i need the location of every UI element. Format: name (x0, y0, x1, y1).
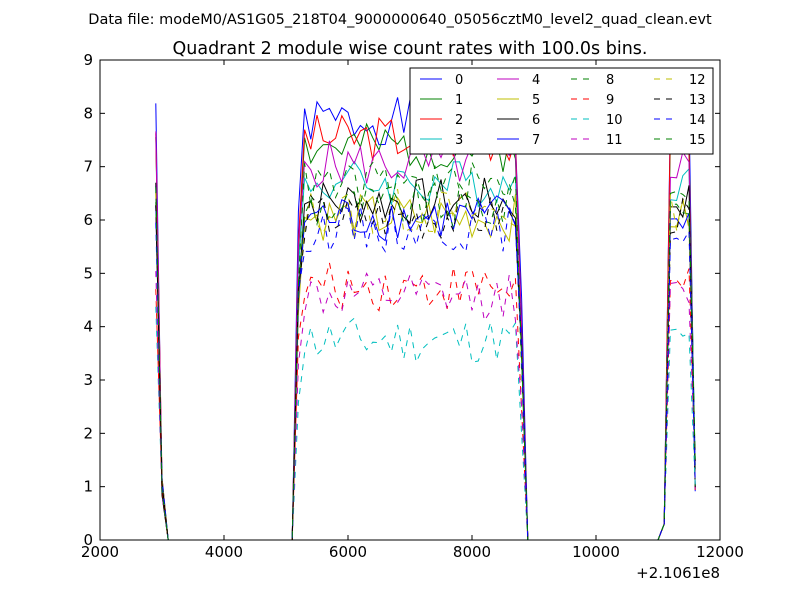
x-tick-label: 4000 (205, 543, 243, 561)
series-line-0 (155, 96, 696, 541)
y-tick-label: 2 (83, 424, 93, 442)
legend-label-15: 15 (689, 133, 706, 148)
series-line-4 (155, 131, 696, 541)
y-tick-label: 1 (83, 478, 93, 496)
legend-label-9: 9 (606, 93, 614, 108)
series-line-6 (155, 177, 696, 541)
x-offset-label: +2.1061e8 (636, 564, 720, 582)
legend-label-3: 3 (455, 133, 463, 148)
y-tick-label: 6 (83, 211, 93, 229)
legend-label-2: 2 (455, 113, 463, 128)
x-axis: 2000 4000 6000 8000 10000 12000 (81, 60, 744, 561)
chart-title: Quadrant 2 module wise count rates with … (173, 39, 648, 59)
legend-label-12: 12 (689, 73, 706, 88)
y-tick-label: 4 (83, 318, 93, 336)
x-tick-label: 12000 (696, 543, 744, 561)
chart-suptitle: Data file: modeM0/AS1G05_218T04_90000006… (88, 12, 712, 28)
y-tick-label: 5 (83, 264, 93, 282)
y-tick-label: 3 (83, 371, 93, 389)
series-line-13 (155, 193, 696, 541)
y-tick-label: 9 (83, 51, 93, 69)
x-tick-label: 8000 (453, 543, 491, 561)
x-tick-label: 6000 (329, 543, 367, 561)
legend-label-8: 8 (606, 73, 614, 88)
legend-label-11: 11 (606, 133, 623, 148)
legend-label-5: 5 (532, 93, 540, 108)
legend-box (409, 67, 714, 155)
series-line-5 (155, 191, 696, 541)
legend-label-0: 0 (455, 73, 463, 88)
series-line-2 (155, 114, 696, 541)
x-tick-label: 10000 (572, 543, 620, 561)
plot-frame (99, 59, 721, 541)
series-line-9 (155, 262, 696, 541)
legend-label-1: 1 (455, 93, 463, 108)
series-line-12 (155, 189, 696, 541)
legend-label-10: 10 (606, 113, 623, 128)
series-line-10 (155, 306, 696, 541)
series-line-1 (155, 122, 696, 541)
legend-label-4: 4 (532, 73, 540, 88)
series-line-11 (155, 271, 696, 541)
y-tick-label: 8 (83, 104, 93, 122)
legend-label-6: 6 (532, 113, 540, 128)
x-tick-label: 2000 (81, 543, 119, 561)
series-line-7 (155, 195, 696, 541)
series-line-14 (155, 205, 696, 541)
series-layer (155, 96, 696, 541)
y-tick-label: 0 (83, 531, 93, 549)
legend-label-14: 14 (689, 113, 706, 128)
legend-label-13: 13 (689, 93, 706, 108)
series-line-8 (155, 181, 696, 541)
legend-label-7: 7 (532, 133, 540, 148)
series-line-15 (155, 160, 696, 541)
y-tick-label: 7 (83, 158, 93, 176)
